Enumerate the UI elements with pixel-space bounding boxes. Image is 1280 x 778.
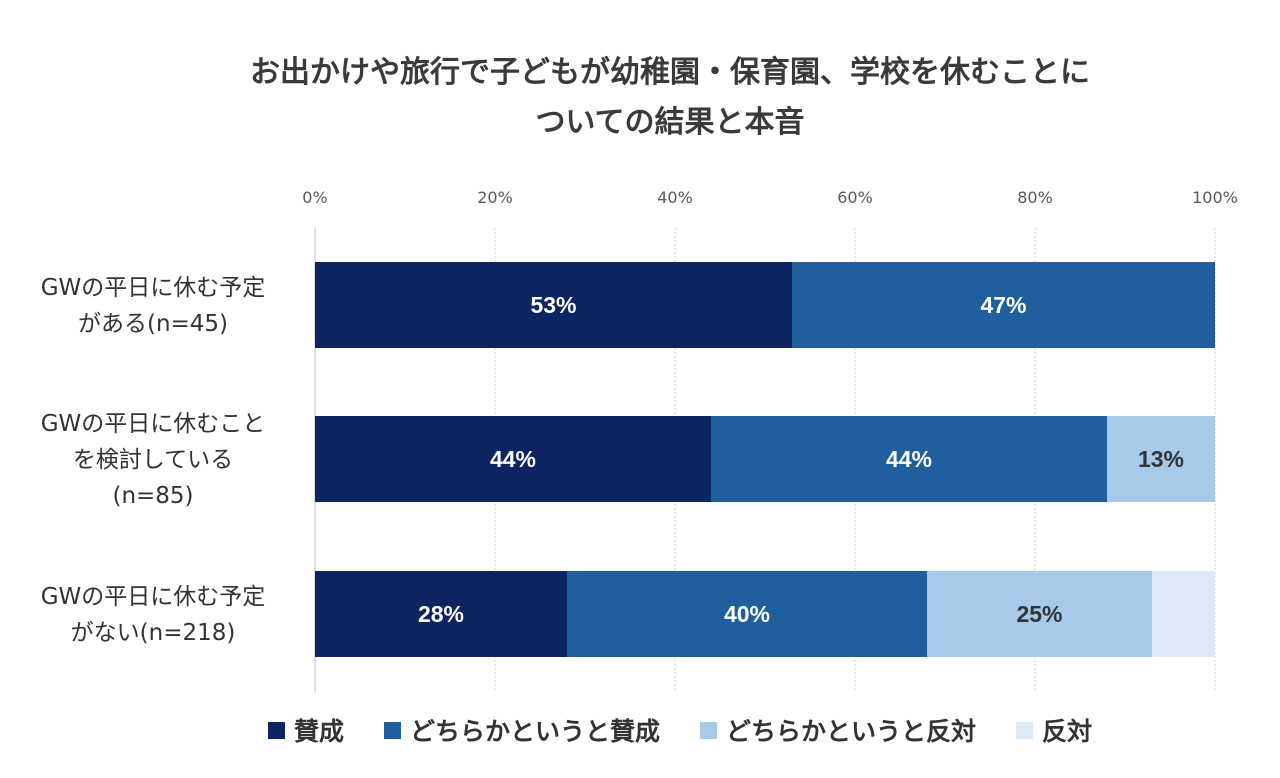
legend-label: 賛成 (293, 717, 344, 746)
data-label: 44% (490, 446, 536, 472)
bar-segment (711, 416, 1107, 502)
category-label: GWの平日に休む予定 (41, 584, 266, 610)
bar-segment (315, 416, 711, 502)
legend-label: 反対 (1042, 717, 1093, 746)
category-label: GWの平日に休む予定 (41, 275, 266, 301)
bar-segment (792, 262, 1215, 348)
chart-title: お出かけや旅行で子どもが幼稚園・保育園、学校を休むことに ついての結果と本音 (0, 48, 1280, 148)
data-label: 44% (886, 446, 932, 472)
x-tick-label: 40% (657, 188, 693, 207)
x-tick-label: 80% (1017, 188, 1053, 207)
x-tick-label: 60% (837, 188, 873, 207)
bar-segment (315, 571, 567, 657)
legend-label: どちらかというと賛成 (409, 717, 660, 746)
category-label: を検討している (73, 447, 233, 473)
data-label: 40% (724, 601, 770, 627)
bar-segment (1107, 416, 1215, 502)
category-label: GWの平日に休むこと (41, 411, 266, 437)
category-label: がない(n=218) (71, 620, 236, 646)
data-label: 47% (980, 292, 1026, 318)
legend-label: どちらかというと反対 (726, 717, 977, 746)
data-label: 25% (1016, 601, 1062, 627)
legend-swatch (267, 721, 285, 739)
legend-item: どちらかというと反対 (700, 712, 976, 748)
data-label: 13% (1138, 446, 1184, 472)
legend: 賛成 どちらかというと賛成 どちらかというと反対 反対 (0, 712, 1280, 748)
x-tick-label: 20% (477, 188, 513, 207)
bar-segment (567, 571, 927, 657)
data-label: 53% (530, 292, 576, 318)
legend-item: 反対 (1016, 712, 1092, 748)
x-tick-label: 0% (302, 188, 327, 207)
legend-item: どちらかというと賛成 (383, 712, 660, 748)
bar-segment (1152, 571, 1215, 657)
category-label: (n=85) (112, 483, 193, 509)
legend-swatch (700, 721, 717, 739)
x-tick-label: 100% (1192, 188, 1238, 207)
bar-segment (927, 571, 1152, 657)
bar-segment (315, 262, 792, 348)
data-label: 28% (418, 601, 464, 627)
chart-title-line-1: お出かけや旅行で子どもが幼稚園・保育園、学校を休むことに (250, 55, 1090, 90)
chart-title-line-2: ついての結果と本音 (535, 105, 805, 140)
legend-swatch (383, 721, 401, 739)
legend-swatch (1016, 721, 1034, 739)
legend-item: 賛成 (267, 712, 344, 748)
category-label: がある(n=45) (78, 311, 228, 337)
